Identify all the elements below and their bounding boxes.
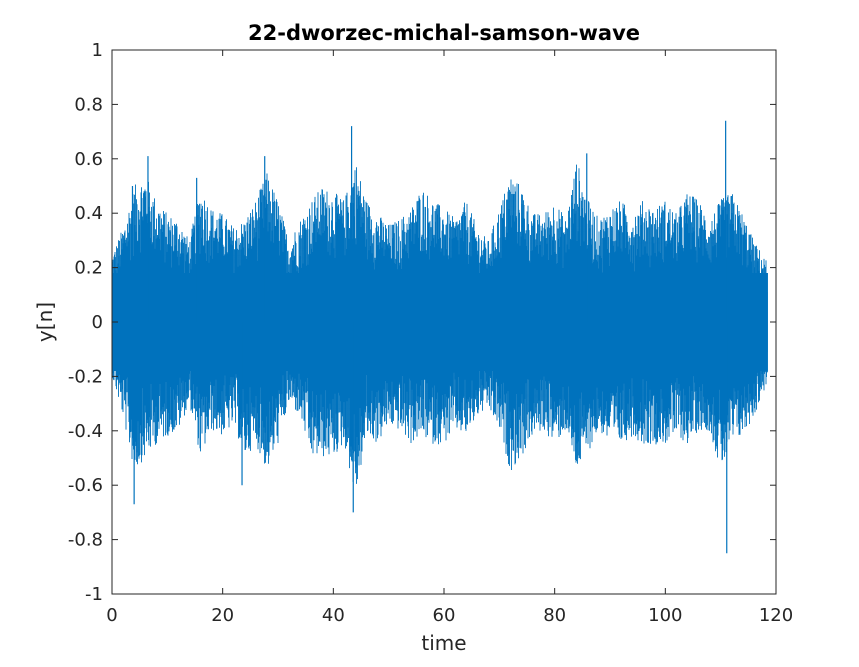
x-tick-label: 40 [322,605,345,626]
y-tick-label: 0.2 [74,258,103,279]
y-tick-label: 1 [92,40,103,61]
y-tick-label: -0.4 [68,421,103,442]
y-tick-label: -0.8 [68,530,103,551]
y-axis-label: y[n] [33,302,57,342]
y-tick-label: 0.8 [74,94,103,115]
y-tick-label: -0.2 [68,366,103,387]
x-axis: 0 20 40 60 80 100 120 [106,50,793,626]
x-axis-label: time [421,631,466,655]
x-tick-label: 20 [211,605,234,626]
y-tick-label: 0 [92,312,103,333]
x-tick-label: 80 [543,605,566,626]
y-tick-label: 0.6 [74,149,103,170]
y-tick-label: -0.6 [68,475,103,496]
waveform-series [111,120,768,554]
plot-area [111,120,768,554]
y-tick-label: -1 [85,584,103,605]
x-tick-label: 100 [648,605,682,626]
waveform-core [112,292,768,352]
x-tick-label: 0 [106,605,117,626]
x-tick-label: 60 [433,605,456,626]
y-tick-label: 0.4 [74,203,103,224]
x-tick-label: 120 [759,605,793,626]
chart-title: 22-dworzec-michal-samson-wave [248,21,640,45]
y-axis: -1 -0.8 -0.6 -0.4 -0.2 0 0.2 0.4 0.6 0.8 1 [68,40,776,605]
